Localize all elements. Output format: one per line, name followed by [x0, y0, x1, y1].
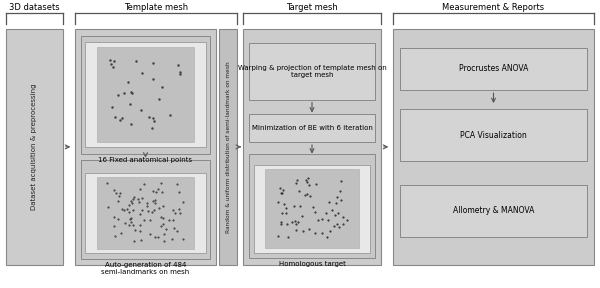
- Bar: [85, 42, 206, 147]
- Text: Warping & projection of template mesh on
target mesh: Warping & projection of template mesh on…: [238, 65, 386, 78]
- Bar: [85, 173, 206, 253]
- Text: Template mesh: Template mesh: [124, 3, 188, 12]
- Bar: [81, 36, 210, 154]
- Text: Dataset acquisition & preprocessing: Dataset acquisition & preprocessing: [31, 84, 38, 210]
- Bar: [249, 114, 375, 142]
- Text: Auto-generation of 484
semi-landmarks on mesh: Auto-generation of 484 semi-landmarks on…: [101, 262, 190, 275]
- Text: Homologous target: Homologous target: [278, 261, 346, 267]
- Text: 3D datasets: 3D datasets: [9, 3, 60, 12]
- Bar: [97, 177, 194, 249]
- Bar: [249, 154, 375, 258]
- Text: Minimization of BE with 6 iteration: Minimization of BE with 6 iteration: [251, 125, 373, 131]
- Bar: [243, 29, 381, 265]
- Bar: [81, 160, 210, 259]
- Bar: [219, 29, 237, 265]
- Bar: [6, 29, 63, 265]
- Bar: [265, 169, 359, 248]
- Text: Procrustes ANOVA: Procrustes ANOVA: [459, 65, 528, 73]
- Text: Measurement & Reports: Measurement & Reports: [442, 3, 545, 12]
- Text: 16 Fixed anatomical points: 16 Fixed anatomical points: [98, 158, 193, 163]
- Bar: [400, 185, 587, 237]
- Bar: [400, 48, 587, 90]
- Text: PCA Visualization: PCA Visualization: [460, 130, 527, 140]
- Bar: [400, 109, 587, 161]
- Bar: [75, 29, 216, 265]
- Bar: [393, 29, 594, 265]
- Bar: [254, 164, 370, 253]
- Bar: [249, 43, 375, 100]
- Text: Target mesh: Target mesh: [286, 3, 338, 12]
- Text: Random & uniform distribution of semi-landmark on mesh: Random & uniform distribution of semi-la…: [226, 61, 230, 233]
- Bar: [97, 47, 194, 141]
- Text: Allometry & MANOVA: Allometry & MANOVA: [453, 206, 534, 215]
